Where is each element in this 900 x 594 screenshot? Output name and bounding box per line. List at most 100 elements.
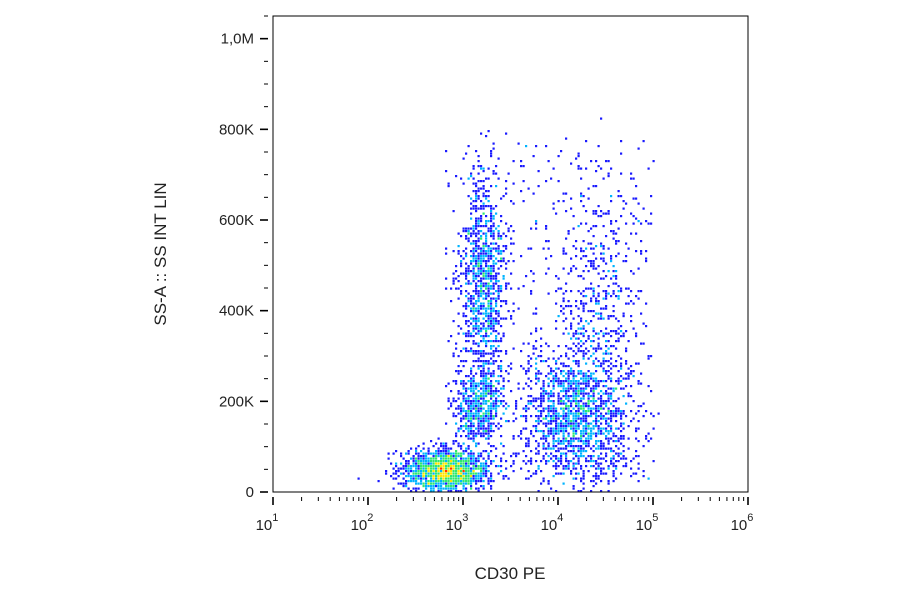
data-point	[630, 320, 633, 323]
data-point	[460, 350, 463, 353]
data-point	[592, 360, 595, 363]
data-point	[465, 422, 468, 425]
data-point	[472, 182, 475, 185]
data-point	[522, 387, 525, 390]
data-point	[572, 265, 575, 268]
data-point	[562, 307, 565, 310]
data-point	[475, 477, 478, 480]
data-point	[457, 427, 460, 430]
data-point	[595, 400, 598, 403]
data-point	[385, 470, 388, 473]
data-point	[605, 262, 608, 265]
data-point	[490, 347, 493, 350]
data-point	[482, 402, 485, 405]
data-point	[487, 317, 490, 320]
data-point	[465, 295, 468, 298]
data-point	[610, 222, 613, 225]
data-point	[492, 317, 495, 320]
data-point	[607, 482, 610, 485]
data-point	[587, 427, 590, 430]
data-point	[585, 380, 588, 383]
data-point	[457, 280, 460, 283]
data-point	[572, 392, 575, 395]
data-point	[490, 340, 493, 343]
data-point	[490, 235, 493, 238]
data-point	[567, 372, 570, 375]
data-point	[592, 390, 595, 393]
data-point	[490, 312, 493, 315]
data-point	[580, 400, 583, 403]
data-point	[470, 455, 473, 458]
data-point	[487, 392, 490, 395]
data-point	[582, 250, 585, 253]
data-point	[547, 445, 550, 448]
data-point	[480, 215, 483, 218]
data-point	[470, 377, 473, 380]
data-point	[447, 457, 450, 460]
data-point	[472, 200, 475, 203]
data-point	[490, 395, 493, 398]
data-point	[602, 402, 605, 405]
y-tick-label: 1,0M	[221, 31, 254, 48]
data-point	[480, 167, 483, 170]
data-point	[600, 415, 603, 418]
data-point	[577, 385, 580, 388]
data-point	[607, 480, 610, 483]
data-point	[542, 385, 545, 388]
data-point	[452, 352, 455, 355]
data-point	[532, 472, 535, 475]
data-point	[540, 412, 543, 415]
data-point	[472, 385, 475, 388]
data-point	[500, 442, 503, 445]
data-point	[472, 342, 475, 345]
data-point	[487, 260, 490, 263]
data-point	[482, 202, 485, 205]
data-point	[535, 145, 538, 148]
data-point	[490, 205, 493, 208]
data-point	[470, 235, 473, 238]
data-point	[577, 382, 580, 385]
data-point	[642, 342, 645, 345]
data-point	[602, 277, 605, 280]
data-point	[540, 410, 543, 413]
data-point	[490, 297, 493, 300]
data-point	[477, 257, 480, 260]
data-point	[600, 457, 603, 460]
data-point	[612, 270, 615, 273]
data-point	[547, 405, 550, 408]
data-point	[545, 437, 548, 440]
data-point	[555, 467, 558, 470]
data-point	[480, 257, 483, 260]
data-point	[582, 470, 585, 473]
x-tick-label: 104	[541, 512, 564, 534]
data-point	[467, 415, 470, 418]
data-point	[592, 310, 595, 313]
data-point	[472, 265, 475, 268]
data-point	[500, 392, 503, 395]
data-point	[480, 217, 483, 220]
data-point	[582, 377, 585, 380]
data-point	[585, 340, 588, 343]
data-point	[460, 467, 463, 470]
data-point	[492, 307, 495, 310]
data-point	[520, 437, 523, 440]
data-point	[595, 432, 598, 435]
data-point	[467, 330, 470, 333]
data-point	[535, 307, 538, 310]
data-point	[420, 467, 423, 470]
data-point	[565, 445, 568, 448]
data-point	[465, 412, 468, 415]
data-point	[600, 407, 603, 410]
data-point	[577, 462, 580, 465]
data-point	[482, 382, 485, 385]
data-point	[615, 240, 618, 243]
data-point	[582, 432, 585, 435]
data-point	[582, 427, 585, 430]
data-point	[585, 465, 588, 468]
data-point	[425, 465, 428, 468]
data-point	[527, 437, 530, 440]
data-point	[492, 235, 495, 238]
data-point	[485, 315, 488, 318]
data-point	[480, 285, 483, 288]
data-point	[542, 382, 545, 385]
